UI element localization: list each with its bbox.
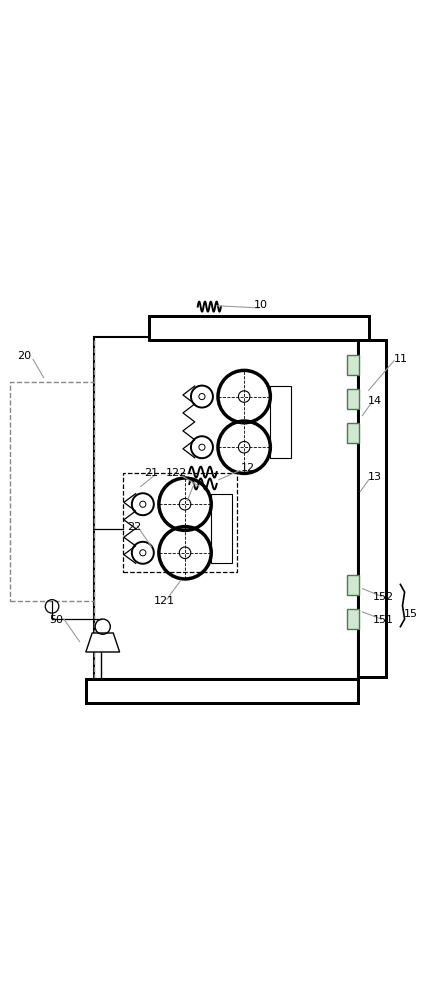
Text: 152: 152	[373, 592, 394, 602]
Text: 12: 12	[241, 463, 255, 473]
Bar	[149, 316, 369, 340]
Bar	[347, 355, 360, 375]
Bar	[94, 337, 358, 679]
Text: 10: 10	[254, 300, 268, 310]
Text: 151: 151	[373, 615, 394, 625]
Bar	[347, 609, 360, 629]
Text: 50: 50	[49, 615, 63, 625]
Bar	[347, 389, 360, 409]
Bar	[270, 386, 292, 458]
Text: 11: 11	[394, 354, 408, 364]
Bar	[149, 316, 369, 340]
Polygon shape	[86, 633, 119, 652]
Text: 122: 122	[166, 468, 187, 478]
Bar	[347, 575, 360, 595]
Text: 121: 121	[153, 596, 175, 606]
Bar	[358, 340, 385, 677]
Text: 15: 15	[404, 609, 418, 619]
Bar	[347, 423, 360, 443]
Text: 14: 14	[368, 396, 382, 406]
Text: 20: 20	[17, 351, 32, 361]
Text: 21: 21	[144, 468, 159, 478]
Bar	[211, 494, 232, 563]
Bar	[358, 340, 385, 677]
Bar	[10, 382, 94, 601]
Bar	[86, 679, 358, 703]
Bar	[123, 473, 237, 572]
Bar	[86, 679, 358, 703]
Text: 13: 13	[368, 472, 382, 482]
Text: 22: 22	[127, 522, 142, 532]
